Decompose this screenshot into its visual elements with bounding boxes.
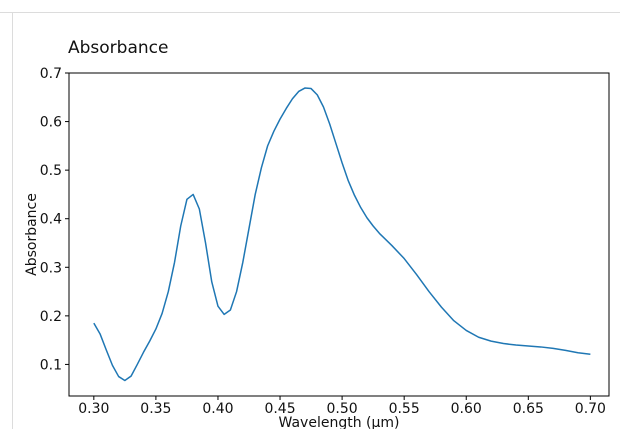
y-axis-label: Absorbance <box>24 193 40 276</box>
y-tick-label: 0.6 <box>40 115 62 131</box>
y-tick-label: 0.5 <box>40 163 62 179</box>
y-tick-label: 0.2 <box>40 309 62 325</box>
plot-area-frame <box>68 72 610 397</box>
x-tick-label: 0.45 <box>264 401 295 417</box>
y-tick-label: 0.4 <box>40 212 62 228</box>
y-tick-label: 0.1 <box>40 357 62 373</box>
y-tick-label: 0.3 <box>40 260 62 276</box>
x-tick-label: 0.35 <box>140 401 171 417</box>
x-axis-label: Wavelength (µm) <box>279 415 400 429</box>
left-border <box>12 12 13 429</box>
top-border <box>0 12 620 13</box>
x-tick-label: 0.55 <box>389 401 420 417</box>
chart-title: Absorbance <box>68 38 169 58</box>
x-tick-label: 0.30 <box>78 401 109 417</box>
x-tick-label: 0.60 <box>451 401 482 417</box>
x-tick-label: 0.70 <box>575 401 606 417</box>
x-tick-label: 0.40 <box>202 401 233 417</box>
x-tick-label: 0.65 <box>513 401 544 417</box>
absorbance-series-line <box>93 87 591 382</box>
y-tick-label: 0.7 <box>40 66 62 82</box>
x-tick-label: 0.50 <box>327 401 358 417</box>
